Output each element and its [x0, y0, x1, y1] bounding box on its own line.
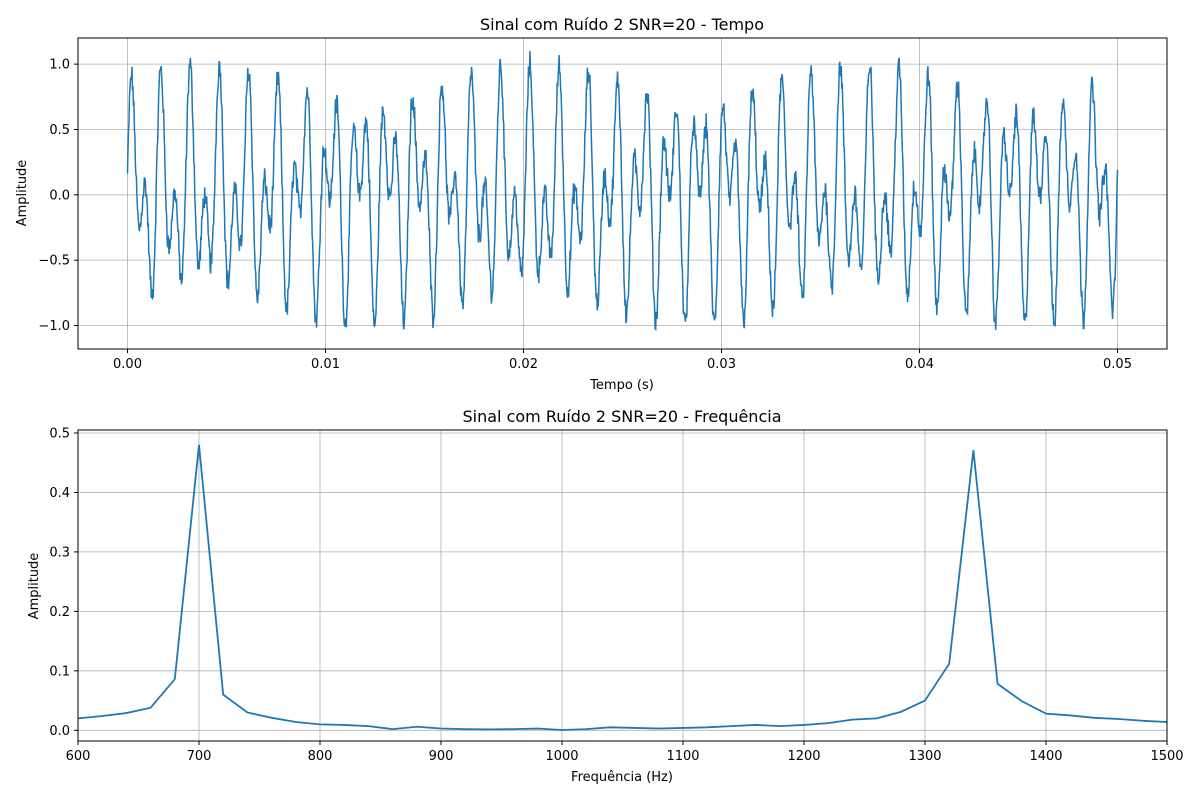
time-plot-frame [77, 37, 1168, 350]
time-plot-x-ticks: 0.00 0.01 0.02 0.03 0.04 0.05 [113, 349, 1132, 372]
x-tick-label: 0.01 [311, 357, 340, 372]
spectrum-line [77, 444, 1168, 731]
time-plot-title: Sinal com Ruído 2 SNR=20 - Tempo [480, 15, 764, 34]
y-tick-label: 0.4 [49, 486, 70, 501]
y-tick-label: 0.0 [49, 724, 70, 739]
y-tick-label: 0.0 [49, 188, 70, 203]
frequency-plot-frame [77, 429, 1168, 742]
time-plot-y-ticks: −1.0 −0.5 0.0 0.5 1.0 [38, 58, 78, 334]
y-tick-label: 0.5 [49, 123, 70, 138]
frequency-plot-xlabel: Frequência (Hz) [571, 770, 673, 785]
time-signal-line [126, 51, 1119, 332]
y-tick-label: −1.0 [38, 319, 70, 334]
x-tick-label: 900 [429, 749, 454, 764]
x-tick-label: 0.04 [905, 357, 934, 372]
x-tick-label: 0.00 [113, 357, 142, 372]
x-tick-label: 0.03 [707, 357, 736, 372]
y-tick-label: −0.5 [38, 254, 70, 269]
x-tick-label: 0.05 [1103, 357, 1132, 372]
y-tick-label: 0.5 [49, 426, 70, 441]
x-tick-label: 1500 [1150, 749, 1183, 764]
x-tick-label: 1300 [908, 749, 941, 764]
frequency-plot-x-ticks: 600 700 800 900 1000 1100 1200 1300 1400 1500 [66, 741, 1184, 764]
frequency-plot: Sinal com Ruído 2 SNR=20 - Frequência 60… [27, 407, 1184, 785]
x-tick-label: 800 [308, 749, 333, 764]
y-tick-label: 0.2 [49, 605, 70, 620]
x-tick-label: 1400 [1029, 749, 1062, 764]
x-tick-label: 700 [187, 749, 212, 764]
x-tick-label: 1000 [545, 749, 578, 764]
time-plot-ylabel: Amplitude [15, 160, 30, 227]
x-tick-label: 1100 [666, 749, 699, 764]
frequency-plot-title: Sinal com Ruído 2 SNR=20 - Frequência [462, 407, 781, 426]
frequency-plot-grid [77, 430, 1168, 741]
y-tick-label: 0.3 [49, 545, 70, 560]
x-tick-label: 0.02 [509, 357, 538, 372]
time-plot: Sinal com Ruído 2 SNR=20 - Tempo 0.00 0.0… [15, 15, 1168, 393]
x-tick-label: 600 [66, 749, 91, 764]
y-tick-label: 0.1 [49, 664, 70, 679]
time-plot-xlabel: Tempo (s) [589, 378, 654, 393]
x-tick-label: 1200 [787, 749, 820, 764]
y-tick-label: 1.0 [49, 58, 70, 73]
frequency-plot-y-ticks: 0.0 0.1 0.2 0.3 0.4 0.5 [49, 426, 78, 739]
frequency-plot-ylabel: Amplitude [27, 553, 42, 620]
